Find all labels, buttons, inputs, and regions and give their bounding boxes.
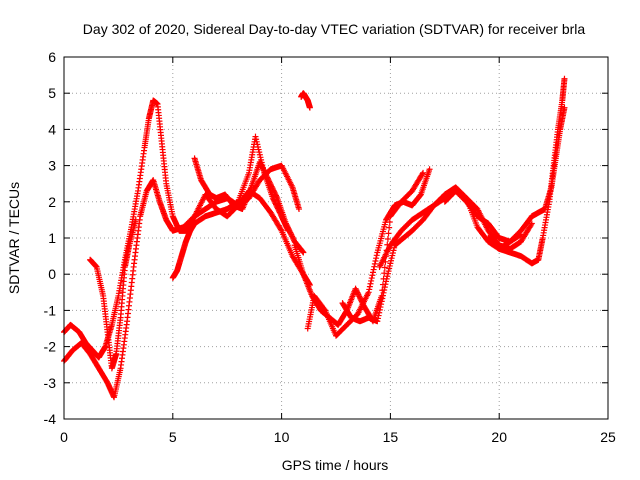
- data-point: [419, 171, 426, 178]
- data-point: [380, 289, 387, 296]
- data-point: [378, 301, 385, 308]
- data-point: [374, 318, 381, 325]
- data-point: [378, 298, 385, 305]
- y-tick-label: 0: [48, 266, 56, 282]
- data-point: [369, 272, 376, 279]
- data-point: [372, 258, 379, 265]
- data-point: [366, 286, 373, 293]
- data-point: [368, 277, 375, 284]
- data-point: [366, 283, 373, 290]
- data-point: [376, 306, 383, 313]
- series-track-e: [191, 155, 307, 256]
- series-track-l: [485, 104, 568, 252]
- data-point: [370, 266, 377, 273]
- data-point: [561, 75, 568, 82]
- data-point: [377, 304, 384, 311]
- data-point: [373, 255, 380, 262]
- series-track-f: [298, 90, 313, 111]
- y-axis-ticks: -4 -3 -2 -1 0 1 2 3 4 5 6: [44, 49, 608, 427]
- data-point: [277, 226, 284, 233]
- y-tick-label: 1: [48, 230, 56, 246]
- x-tick-label: 20: [491, 429, 507, 445]
- data-point: [561, 104, 568, 111]
- y-tick-label: 5: [48, 85, 56, 101]
- data-point: [299, 248, 306, 255]
- x-tick-label: 15: [383, 429, 399, 445]
- data-point: [385, 230, 392, 237]
- y-axis-label: SDTVAR / TECUs: [6, 182, 22, 294]
- data-point: [371, 263, 378, 270]
- x-tick-label: 0: [60, 429, 68, 445]
- chart-title: Day 302 of 2020, Sidereal Day-to-day VTE…: [83, 21, 586, 37]
- y-tick-label: -3: [44, 375, 57, 391]
- data-point: [426, 166, 433, 173]
- y-tick-label: -4: [44, 411, 57, 427]
- data-point: [373, 252, 380, 259]
- data-point: [365, 289, 372, 296]
- data-point: [379, 295, 386, 302]
- data-point: [296, 206, 303, 213]
- y-tick-label: -1: [44, 302, 57, 318]
- series-track-c: [87, 216, 139, 372]
- data-point: [300, 249, 307, 256]
- data-point: [374, 315, 381, 322]
- data-point: [376, 309, 383, 316]
- y-tick-label: 6: [48, 49, 56, 65]
- data-point: [381, 286, 388, 293]
- data-point: [375, 312, 382, 319]
- data-point: [368, 275, 375, 282]
- data-point: [384, 236, 391, 243]
- data-point: [273, 193, 280, 200]
- data-point: [379, 292, 386, 299]
- data-point: [381, 264, 388, 271]
- y-tick-label: 3: [48, 158, 56, 174]
- series-track-h: [304, 166, 433, 339]
- data-point: [371, 260, 378, 267]
- data-point: [420, 169, 427, 176]
- data-point: [367, 280, 374, 287]
- x-axis-label: GPS time / hours: [282, 457, 389, 473]
- x-tick-label: 25: [600, 429, 616, 445]
- y-tick-label: 4: [48, 121, 56, 137]
- x-axis-ticks: 0 5 10 15 20 25: [60, 57, 616, 445]
- y-tick-label: -2: [44, 339, 57, 355]
- data-point: [528, 220, 535, 227]
- y-tick-label: 2: [48, 194, 56, 210]
- data-point: [132, 216, 139, 223]
- data-point: [369, 269, 376, 276]
- data-point: [528, 221, 535, 228]
- data-point: [381, 284, 388, 291]
- data-point: [306, 104, 313, 111]
- data-point: [386, 224, 393, 231]
- data-points: [61, 75, 568, 401]
- x-tick-label: 10: [274, 429, 290, 445]
- data-point: [382, 281, 389, 288]
- x-tick-label: 5: [169, 429, 177, 445]
